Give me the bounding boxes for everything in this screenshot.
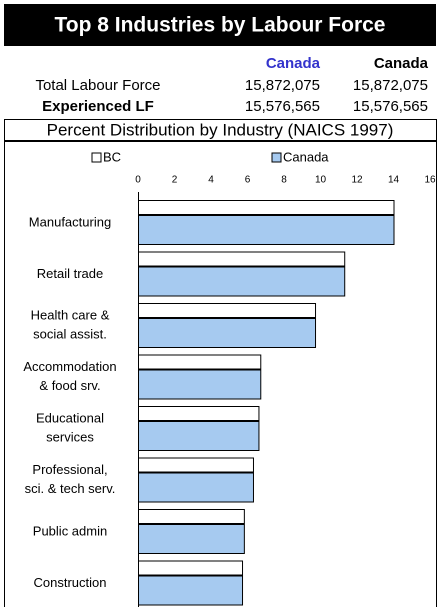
x-tick-label: 12: [351, 175, 363, 186]
subtitle-box: [4, 119, 437, 141]
x-tick-label: 4: [208, 175, 214, 186]
bar: [138, 369, 262, 400]
bar: [138, 524, 245, 554]
label-line: services: [46, 430, 94, 445]
cell: 15,872,075: [245, 77, 320, 94]
bar: [138, 575, 244, 606]
cell: 15,872,075: [353, 77, 428, 94]
x-tick-label: 14: [388, 175, 400, 186]
chart-frame: [4, 141, 437, 607]
cell: 15,576,565: [353, 98, 428, 115]
bar: [138, 215, 395, 245]
column-header: Canada: [266, 55, 321, 72]
y-tick-label: Public admin: [33, 523, 107, 538]
label-line: social assist.: [33, 327, 107, 342]
y-tick-label: Educational services: [36, 411, 104, 445]
column-header: Canada: [374, 55, 429, 72]
label-line: Educational: [36, 411, 104, 426]
bar: [138, 560, 244, 576]
legend-swatch: [91, 152, 102, 163]
label-line: sci. & tech serv.: [25, 481, 116, 496]
bar: [138, 421, 260, 451]
y-tick-label: Health care & social assist.: [31, 308, 110, 342]
bar: [138, 200, 395, 215]
chart-title: Percent Distribution by Industry (NAICS …: [47, 120, 394, 139]
title-bar: [4, 4, 436, 46]
bar: [138, 354, 262, 370]
x-tick-label: 8: [281, 175, 287, 186]
bar: [138, 303, 317, 318]
label-line: Accommodation: [23, 359, 116, 374]
legend-label: BC: [103, 149, 121, 164]
x-tick-label: 16: [424, 175, 436, 186]
y-tick-label: Accommodation & food srv.: [23, 359, 116, 393]
row-label: Experienced LF: [42, 98, 154, 115]
x-tick-label: 0: [135, 175, 141, 186]
y-tick-label: Manufacturing: [29, 214, 111, 229]
label-line: Health care &: [31, 308, 110, 323]
header-title: Top 8 Industries by Labour Force: [55, 14, 386, 37]
bar: [138, 406, 260, 421]
y-tick-label: Retail trade: [37, 266, 103, 281]
legend-swatch: [271, 152, 282, 163]
bar: [138, 266, 346, 297]
y-tick-label: Construction: [34, 575, 107, 590]
x-tick-label: 6: [245, 175, 251, 186]
cell: 15,576,565: [245, 98, 320, 115]
bar: [138, 509, 245, 524]
label-line: & food srv.: [39, 378, 100, 393]
bar: [138, 457, 254, 473]
legend-label: Canada: [283, 149, 329, 164]
x-tick-label: 2: [172, 175, 178, 186]
bar: [138, 251, 346, 267]
row-label: Total Labour Force: [35, 77, 160, 94]
y-tick-label: Professional, sci. & tech serv.: [25, 462, 116, 496]
bar: [138, 472, 254, 503]
bar: [138, 318, 317, 348]
x-tick-label: 10: [315, 175, 327, 186]
label-line: Professional,: [32, 462, 107, 477]
